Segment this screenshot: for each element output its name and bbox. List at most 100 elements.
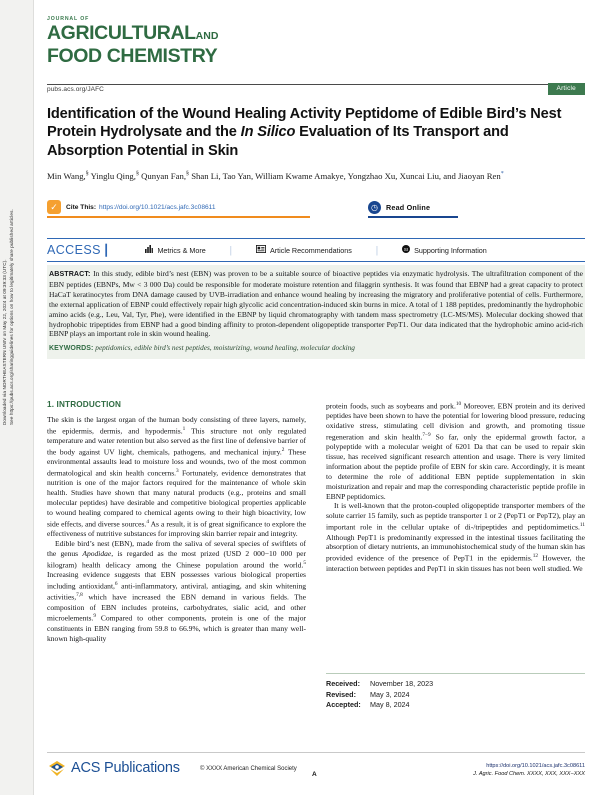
- title-italic-in-silico: In Silico: [240, 124, 296, 141]
- intro-p4-c: However, the interaction between peptide…: [326, 553, 585, 573]
- intro-p4-b: Although PepT1 is predominantly expresse…: [326, 532, 585, 563]
- access-rule-bottom: [47, 261, 585, 263]
- header-rule: [47, 84, 585, 85]
- revised-value: May 3, 2024: [370, 689, 410, 699]
- footer-journal-ref: J. Agric. Food Chem. XXXX, XXX, XXX−XXX: [473, 771, 585, 777]
- acs-publications-label: ACS Publications: [71, 760, 180, 776]
- journal-masthead: JOURNAL OF AGRICULTURALAND FOOD CHEMISTR…: [47, 16, 347, 66]
- ref-7-8: 7,8: [76, 592, 83, 599]
- read-online-label: Read Online: [386, 202, 431, 212]
- keywords-lead: KEYWORDS:: [49, 345, 94, 353]
- abstract-lead: ABSTRACT:: [49, 270, 91, 278]
- body-column-right: protein foods, such as soybeans and pork…: [326, 400, 585, 573]
- ref-9: 9: [93, 613, 96, 620]
- received-row: Received: November 18, 2023: [326, 679, 585, 690]
- page-footer: ACS Publications © XXXX American Chemica…: [47, 757, 585, 787]
- check-circle-icon: ✓: [47, 200, 61, 214]
- cite-this-label: Cite This:: [66, 203, 97, 211]
- cite-this-bar[interactable]: ✓ Cite This: https://doi.org/10.1021/acs…: [47, 198, 310, 218]
- intro-p1-e: As a result, it is of great significance…: [47, 519, 306, 539]
- revised-row: Revised: May 3, 2024: [326, 690, 585, 701]
- intro-p2-f: Compared to other components, protein is…: [47, 614, 306, 643]
- access-rule-top: [47, 238, 585, 239]
- intro-p1-d: Fortunately, evidence demonstrates that …: [47, 468, 306, 529]
- metrics-and-more-label: Metrics & More: [157, 245, 206, 255]
- received-value: November 18, 2023: [370, 679, 434, 688]
- ref-2: 2: [281, 446, 285, 453]
- ref-11: 11: [579, 522, 585, 529]
- toolbar-divider-1: |: [229, 244, 232, 256]
- ref-10: 10: [455, 401, 462, 407]
- ref-1: 1: [182, 425, 186, 432]
- intro-p2-e: which have increased the EBN demand in v…: [47, 592, 306, 623]
- intro-p2-d: anti-inflammatory, antiviral, antiaging,…: [47, 581, 306, 602]
- metrics-and-more-link[interactable]: Metrics & More: [145, 245, 206, 255]
- intro-p1-b: This structure not only regulated temper…: [47, 426, 307, 457]
- paragraph-intro-3: protein foods, such as soybeans and pork…: [326, 400, 585, 501]
- abstract-block: ABSTRACT: In this study, edible bird’s n…: [47, 265, 585, 360]
- paragraph-intro-2: Edible bird’s nest (EBN), made from the …: [47, 539, 306, 644]
- acs-publications-logo[interactable]: ACS Publications: [47, 759, 180, 777]
- section-heading-introduction: 1. INTRODUCTION: [47, 400, 122, 409]
- intro-p1-a: The skin is the largest organ of the hum…: [47, 414, 306, 436]
- intro-p3-b: Moreover, EBN protein and its derived pe…: [326, 401, 585, 442]
- supporting-information-label: Supporting Information: [414, 245, 487, 255]
- footer-citation: https://doi.org/10.1021/acs.jafc.3c08611…: [473, 762, 585, 778]
- revised-label: Revised:: [326, 689, 356, 699]
- ref-12: 12: [532, 553, 538, 560]
- intro-p2-c: Increasing evidence suggests that EBN po…: [47, 570, 306, 591]
- access-bars-icon: ┃: [102, 244, 110, 257]
- intro-p1-c: These environmental assaults lead to moi…: [47, 447, 306, 478]
- accepted-label: Accepted:: [326, 700, 361, 710]
- pubs-url[interactable]: pubs.acs.org/JAFC: [47, 86, 104, 93]
- masthead-line-1: AGRICULTURALAND: [47, 23, 347, 46]
- download-notice-gutter: Downloaded via NORTHEASTERN UNIV on May …: [0, 0, 34, 795]
- toolbar-divider-2: |: [375, 244, 379, 256]
- access-toolbar: ACCESS ┃ Metrics & More | Article Recomm…: [47, 240, 585, 260]
- masthead-journal-of: JOURNAL OF: [47, 16, 90, 22]
- masthead-line-2: FOOD CHEMISTRY: [47, 45, 218, 67]
- ref-6: 6: [114, 580, 118, 587]
- title-part-1: Identification of the Wound Healing Acti…: [47, 106, 562, 141]
- paragraph-intro-1: The skin is the largest organ of the hum…: [47, 415, 306, 539]
- paragraph-intro-4: It is well-known that the proton-coupled…: [326, 501, 585, 573]
- supporting-information-link[interactable]: SI Supporting Information: [402, 245, 487, 255]
- intro-p4-a: It is well-known that the proton-coupled…: [326, 501, 585, 532]
- copyright-notice: © XXXX American Chemical Society: [200, 766, 297, 772]
- title-part-2: Evaluation of Its Transport and Absorpti…: [47, 124, 509, 159]
- accepted-row: Accepted: May 8, 2024: [326, 700, 585, 711]
- ref-7-9: 7−9: [422, 432, 431, 439]
- author-list: Min Wang,§ Yinglu Qing,§ Qunyan Fan,§ Sh…: [47, 170, 504, 181]
- footer-doi[interactable]: https://doi.org/10.1021/acs.jafc.3c08611: [486, 763, 585, 769]
- article-card-icon: [255, 244, 267, 255]
- keywords-line: KEYWORDS: peptidomics, edible bird’s nes…: [47, 339, 585, 354]
- intro-p3-a: protein foods, such as soybeans and pork…: [326, 401, 456, 411]
- article-recommendations-label: Article Recommendations: [269, 245, 352, 255]
- access-button[interactable]: ACCESS: [47, 243, 101, 257]
- intro-p2-b: , is regarded as the most prized (USD 2 …: [47, 548, 306, 570]
- cite-doi-link[interactable]: https://doi.org/10.1021/acs.jafc.3c08611: [99, 203, 216, 211]
- page-number: A: [312, 771, 317, 778]
- ref-3: 3: [176, 468, 179, 475]
- article-recommendations-link[interactable]: Article Recommendations: [255, 244, 352, 255]
- genus-apodidae: Apodidae: [82, 548, 112, 558]
- received-label: Received:: [326, 679, 360, 688]
- ref-5: 5: [303, 559, 306, 566]
- si-circle-icon: SI: [402, 245, 411, 255]
- acs-diamond-logo: [47, 759, 67, 777]
- page-title: Identification of the Wound Healing Acti…: [47, 105, 587, 160]
- publication-dates: Received: November 18, 2023 Revised: May 3…: [326, 673, 585, 711]
- body-column-left: 1. INTRODUCTION The skin is the largest …: [47, 400, 306, 644]
- download-notice-text: Downloaded via NORTHEASTERN UNIV on May …: [2, 209, 15, 425]
- masthead-and: AND: [195, 30, 219, 42]
- intro-p3-c: So far, only the epidermal growth factor…: [326, 432, 585, 501]
- accepted-value: May 8, 2024: [370, 700, 410, 710]
- abstract-text: ABSTRACT: In this study, edible bird’s n…: [47, 269, 585, 339]
- page-content: JOURNAL OF AGRICULTURALAND FOOD CHEMISTR…: [33, 0, 604, 795]
- footer-rule: [47, 752, 585, 753]
- clock-icon: ◷: [368, 200, 381, 214]
- ref-4: 4: [146, 518, 149, 525]
- read-online-button[interactable]: ◷ Read Online: [368, 198, 458, 218]
- svg-text:SI: SI: [404, 247, 408, 252]
